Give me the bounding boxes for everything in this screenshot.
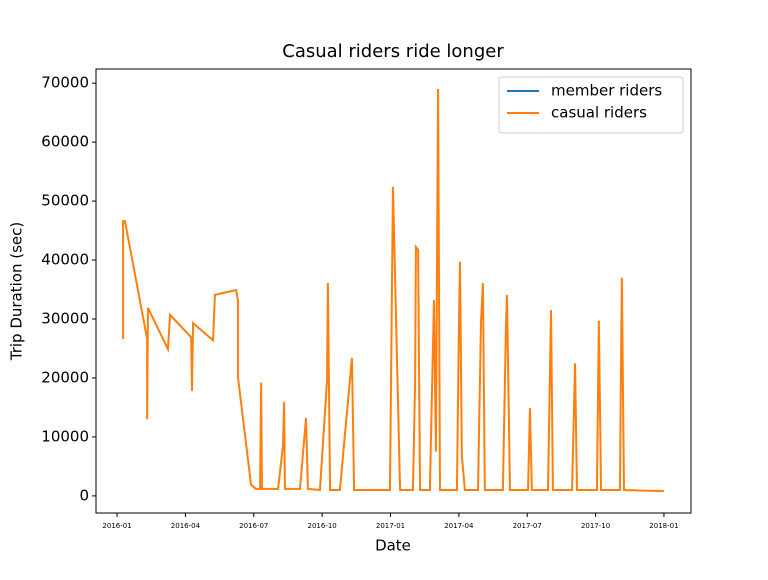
- y-tick-label: 20000: [41, 368, 89, 386]
- chart-title: Casual riders ride longer: [282, 41, 504, 62]
- y-tick-label: 40000: [41, 251, 89, 269]
- x-tick-label: 2016-10: [308, 522, 337, 530]
- x-tick-label: 2017-10: [581, 522, 610, 530]
- y-tick-label: 10000: [41, 427, 89, 445]
- y-axis-label: Trip Duration (sec): [8, 222, 26, 362]
- legend-box: [498, 76, 684, 134]
- x-tick-label: 2016-01: [102, 522, 131, 530]
- x-tick-label: 2017-07: [513, 522, 542, 530]
- x-tick-label: 2016-07: [239, 522, 268, 530]
- x-axis-label: Date: [375, 537, 411, 555]
- x-tick-label: 2017-01: [376, 522, 405, 530]
- line-series: [122, 89, 664, 493]
- legend-label: casual riders: [551, 104, 647, 122]
- y-tick-label: 70000: [41, 74, 89, 92]
- plot-frame: [95, 68, 692, 514]
- x-tick-label: 2016-04: [171, 522, 201, 530]
- y-tick-label: 60000: [41, 133, 89, 151]
- x-tick-label: 2017-04: [444, 522, 474, 530]
- y-tick-label: 50000: [41, 192, 89, 210]
- legend-label: member riders: [551, 82, 662, 100]
- y-tick-label: 30000: [41, 310, 89, 328]
- x-tick-label: 2018-01: [649, 522, 678, 530]
- y-tick-label: 0: [79, 486, 89, 504]
